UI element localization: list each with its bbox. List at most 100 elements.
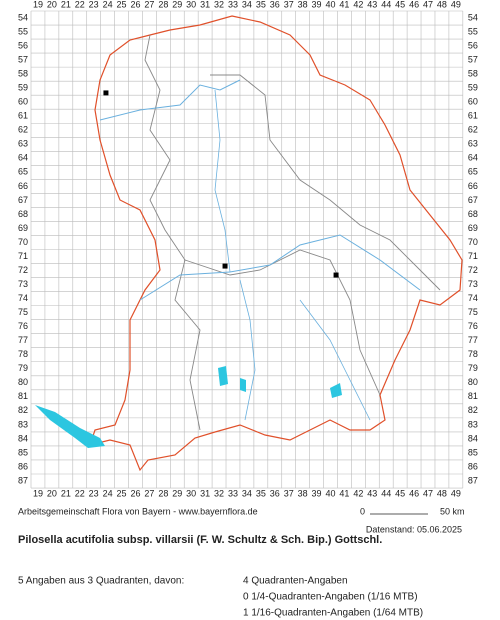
row-label: 72	[18, 265, 28, 275]
column-label: 38	[298, 0, 308, 9]
column-label: 41	[339, 488, 349, 498]
column-label: 42	[353, 488, 363, 498]
column-label: 19	[33, 488, 43, 498]
row-label: 65	[18, 167, 28, 177]
row-label: 62	[468, 125, 478, 135]
scale-end: 50 km	[440, 506, 465, 516]
column-label: 47	[423, 0, 433, 9]
column-label: 27	[144, 0, 154, 9]
column-label: 26	[130, 488, 140, 498]
column-label: 28	[158, 488, 168, 498]
column-label: 25	[117, 0, 127, 9]
column-label: 45	[395, 488, 405, 498]
column-label: 43	[367, 488, 377, 498]
column-label: 31	[200, 0, 210, 9]
row-label: 80	[468, 377, 478, 387]
summary-line: 4 Quadranten-Angaben	[243, 576, 348, 587]
row-label: 70	[468, 237, 478, 247]
row-label: 74	[18, 293, 28, 303]
column-label: 41	[339, 0, 349, 9]
row-label: 86	[18, 461, 28, 471]
column-label: 23	[89, 488, 99, 498]
column-label: 33	[228, 488, 238, 498]
column-label: 38	[298, 488, 308, 498]
lake	[218, 366, 228, 386]
row-label: 70	[18, 237, 28, 247]
row-label: 87	[18, 475, 28, 485]
column-label: 32	[214, 488, 224, 498]
row-label: 64	[468, 153, 478, 163]
column-label: 36	[270, 0, 280, 9]
row-label: 55	[18, 26, 28, 36]
row-label: 77	[18, 335, 28, 345]
row-label: 66	[18, 181, 28, 191]
column-label: 48	[437, 488, 447, 498]
row-label: 65	[468, 167, 478, 177]
column-label: 34	[242, 488, 252, 498]
column-label: 34	[242, 0, 252, 9]
column-label: 32	[214, 0, 224, 9]
row-label: 76	[468, 321, 478, 331]
column-label: 36	[270, 488, 280, 498]
river	[299, 299, 371, 421]
record-marker	[103, 90, 109, 96]
row-label: 67	[468, 195, 478, 205]
column-label: 46	[409, 0, 419, 9]
column-label: 44	[381, 0, 391, 9]
row-label: 85	[468, 447, 478, 457]
column-label: 49	[451, 0, 461, 9]
column-label: 39	[312, 488, 322, 498]
row-label: 73	[468, 279, 478, 289]
row-label: 69	[468, 223, 478, 233]
row-label: 74	[468, 293, 478, 303]
row-label: 79	[18, 363, 28, 373]
row-label: 60	[18, 97, 28, 107]
row-label: 69	[18, 223, 28, 233]
row-label: 81	[18, 391, 28, 401]
row-label: 75	[18, 307, 28, 317]
column-label: 42	[353, 0, 363, 9]
river	[139, 234, 421, 301]
row-label: 86	[468, 461, 478, 471]
row-label: 58	[468, 69, 478, 79]
summary-line: 0 1/4-Quadranten-Angaben (1/16 MTB)	[243, 592, 418, 603]
row-label: 54	[18, 12, 28, 22]
row-label: 81	[468, 391, 478, 401]
column-label: 31	[200, 488, 210, 498]
row-label: 82	[468, 405, 478, 415]
row-label: 57	[18, 54, 28, 64]
date: Datenstand: 05.06.2025	[366, 524, 462, 534]
column-label: 25	[117, 488, 127, 498]
row-label: 79	[468, 363, 478, 373]
row-label: 62	[18, 125, 28, 135]
row-label: 83	[18, 419, 28, 429]
river	[214, 89, 231, 273]
column-label: 22	[75, 0, 85, 9]
row-label: 83	[468, 419, 478, 429]
row-label: 63	[468, 139, 478, 149]
column-label: 29	[172, 488, 182, 498]
column-label: 30	[186, 488, 196, 498]
records	[103, 90, 339, 278]
column-label: 24	[103, 488, 113, 498]
row-label: 61	[468, 111, 478, 121]
row-label: 80	[18, 377, 28, 387]
column-label: 48	[437, 0, 447, 9]
column-label: 22	[75, 488, 85, 498]
column-label: 30	[186, 0, 196, 9]
row-label: 77	[468, 335, 478, 345]
row-label: 84	[468, 433, 478, 443]
row-label: 66	[468, 181, 478, 191]
column-label: 19	[33, 0, 43, 9]
row-label: 59	[18, 83, 28, 93]
row-label: 68	[468, 209, 478, 219]
row-label: 57	[468, 54, 478, 64]
row-label: 68	[18, 209, 28, 219]
title: Pilosella acutifolia subsp. villarsii (F…	[18, 534, 382, 546]
column-label: 27	[144, 488, 154, 498]
row-label: 55	[468, 26, 478, 36]
row-label: 56	[18, 40, 28, 50]
row-label: 64	[18, 153, 28, 163]
